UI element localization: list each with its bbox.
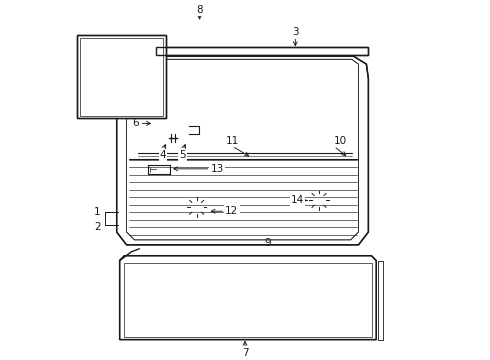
- Text: 6: 6: [133, 118, 139, 129]
- Text: 3: 3: [292, 27, 299, 36]
- Text: 5: 5: [179, 150, 186, 160]
- Text: 9: 9: [265, 238, 271, 248]
- Text: 8: 8: [196, 5, 203, 15]
- Bar: [154, 121, 162, 126]
- Text: 13: 13: [210, 164, 224, 174]
- Polygon shape: [126, 59, 359, 240]
- Text: 14: 14: [291, 195, 304, 206]
- Polygon shape: [77, 35, 166, 118]
- Text: 4: 4: [160, 150, 167, 160]
- Text: 2: 2: [94, 222, 101, 232]
- Text: 11: 11: [225, 136, 239, 146]
- Text: 10: 10: [334, 136, 347, 146]
- Text: 12: 12: [225, 206, 239, 216]
- Text: 7: 7: [242, 348, 248, 359]
- Polygon shape: [117, 56, 368, 245]
- Polygon shape: [120, 256, 376, 339]
- Text: 1: 1: [94, 207, 101, 217]
- Polygon shape: [156, 48, 368, 55]
